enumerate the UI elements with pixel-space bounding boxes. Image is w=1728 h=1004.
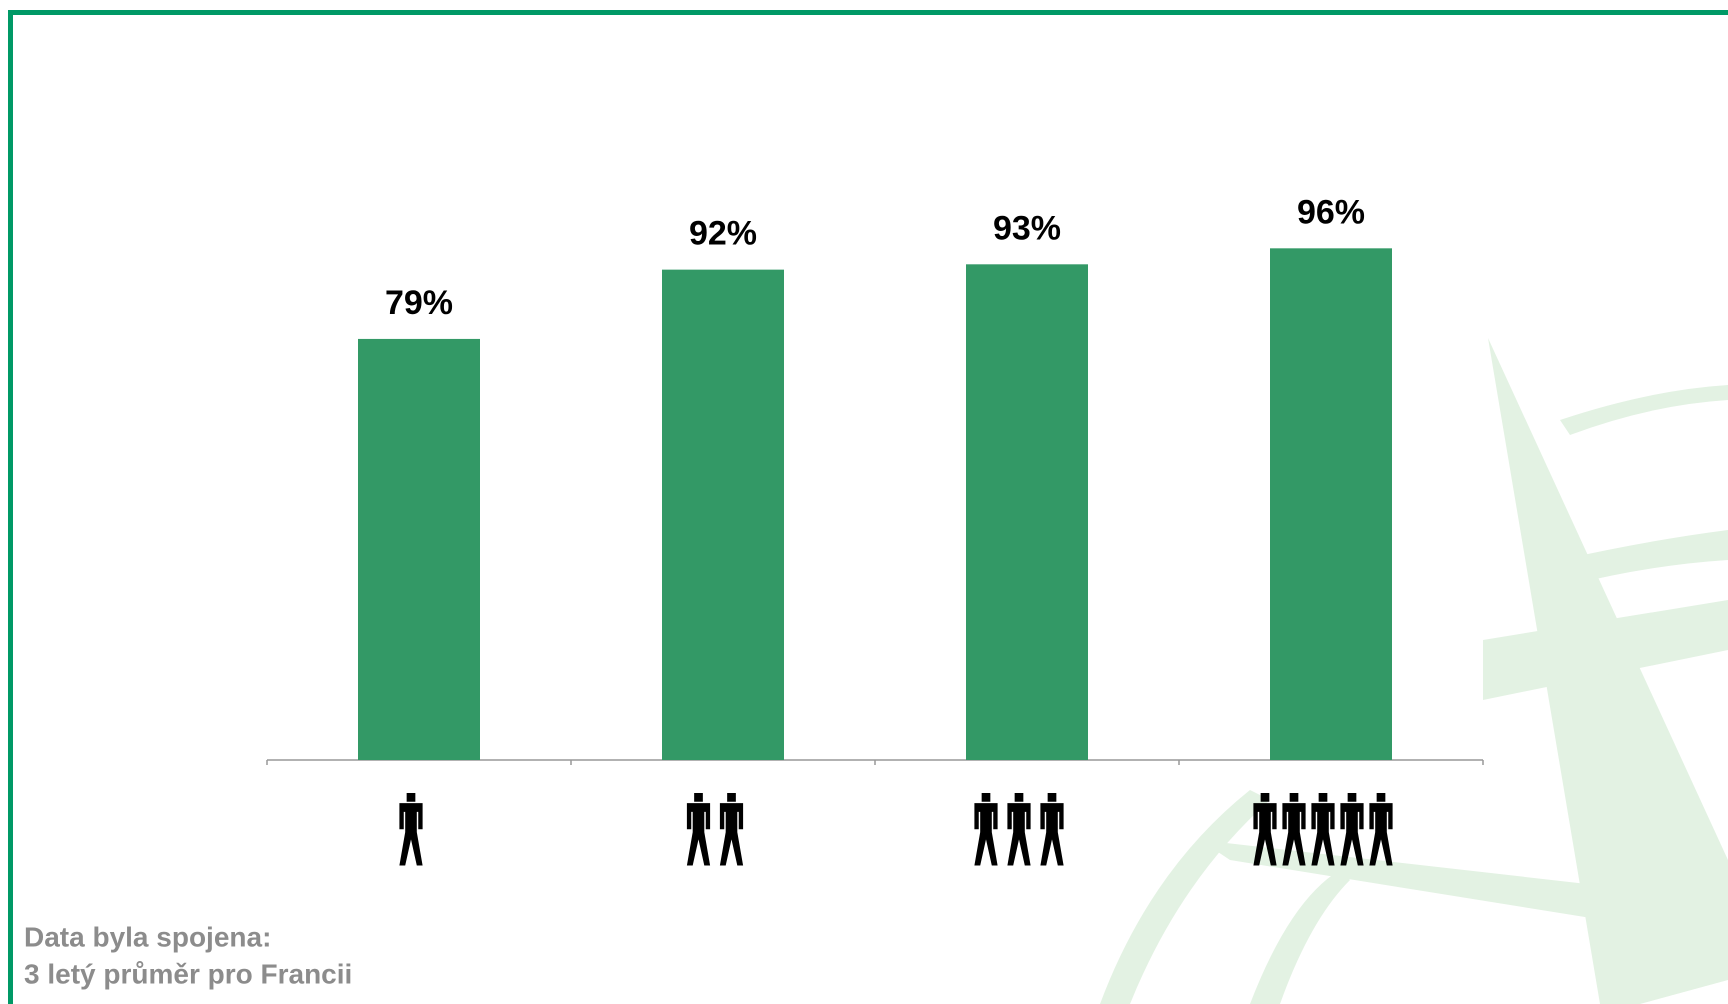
frame-top — [8, 10, 1728, 15]
value-label: 93% — [993, 209, 1061, 247]
person-icon — [719, 793, 744, 866]
category-icon — [974, 793, 1064, 866]
category-icon — [686, 793, 744, 866]
bar — [662, 269, 784, 760]
person-icon — [1340, 793, 1364, 866]
bar — [966, 264, 1088, 760]
person-icon — [399, 793, 423, 866]
bar — [358, 338, 480, 760]
note-line: Data byla spojena: — [24, 921, 271, 952]
value-label: 96% — [1297, 193, 1365, 231]
frame-left — [8, 10, 13, 1004]
person-icon — [1007, 793, 1031, 866]
category-icon — [399, 793, 423, 866]
category-icon — [1253, 793, 1393, 866]
person-icon — [1253, 793, 1277, 866]
value-label: 92% — [689, 215, 757, 253]
person-icon — [1311, 793, 1335, 866]
person-icon — [974, 793, 998, 866]
bar — [1270, 248, 1392, 760]
person-icon — [686, 793, 711, 866]
note-line: 3 letý průměr pro Francii — [24, 958, 352, 989]
value-label: 79% — [385, 284, 453, 322]
person-icon — [1282, 793, 1306, 866]
background-decoration — [1100, 338, 1728, 1004]
person-icon — [1369, 793, 1393, 866]
person-icon — [1040, 793, 1064, 866]
